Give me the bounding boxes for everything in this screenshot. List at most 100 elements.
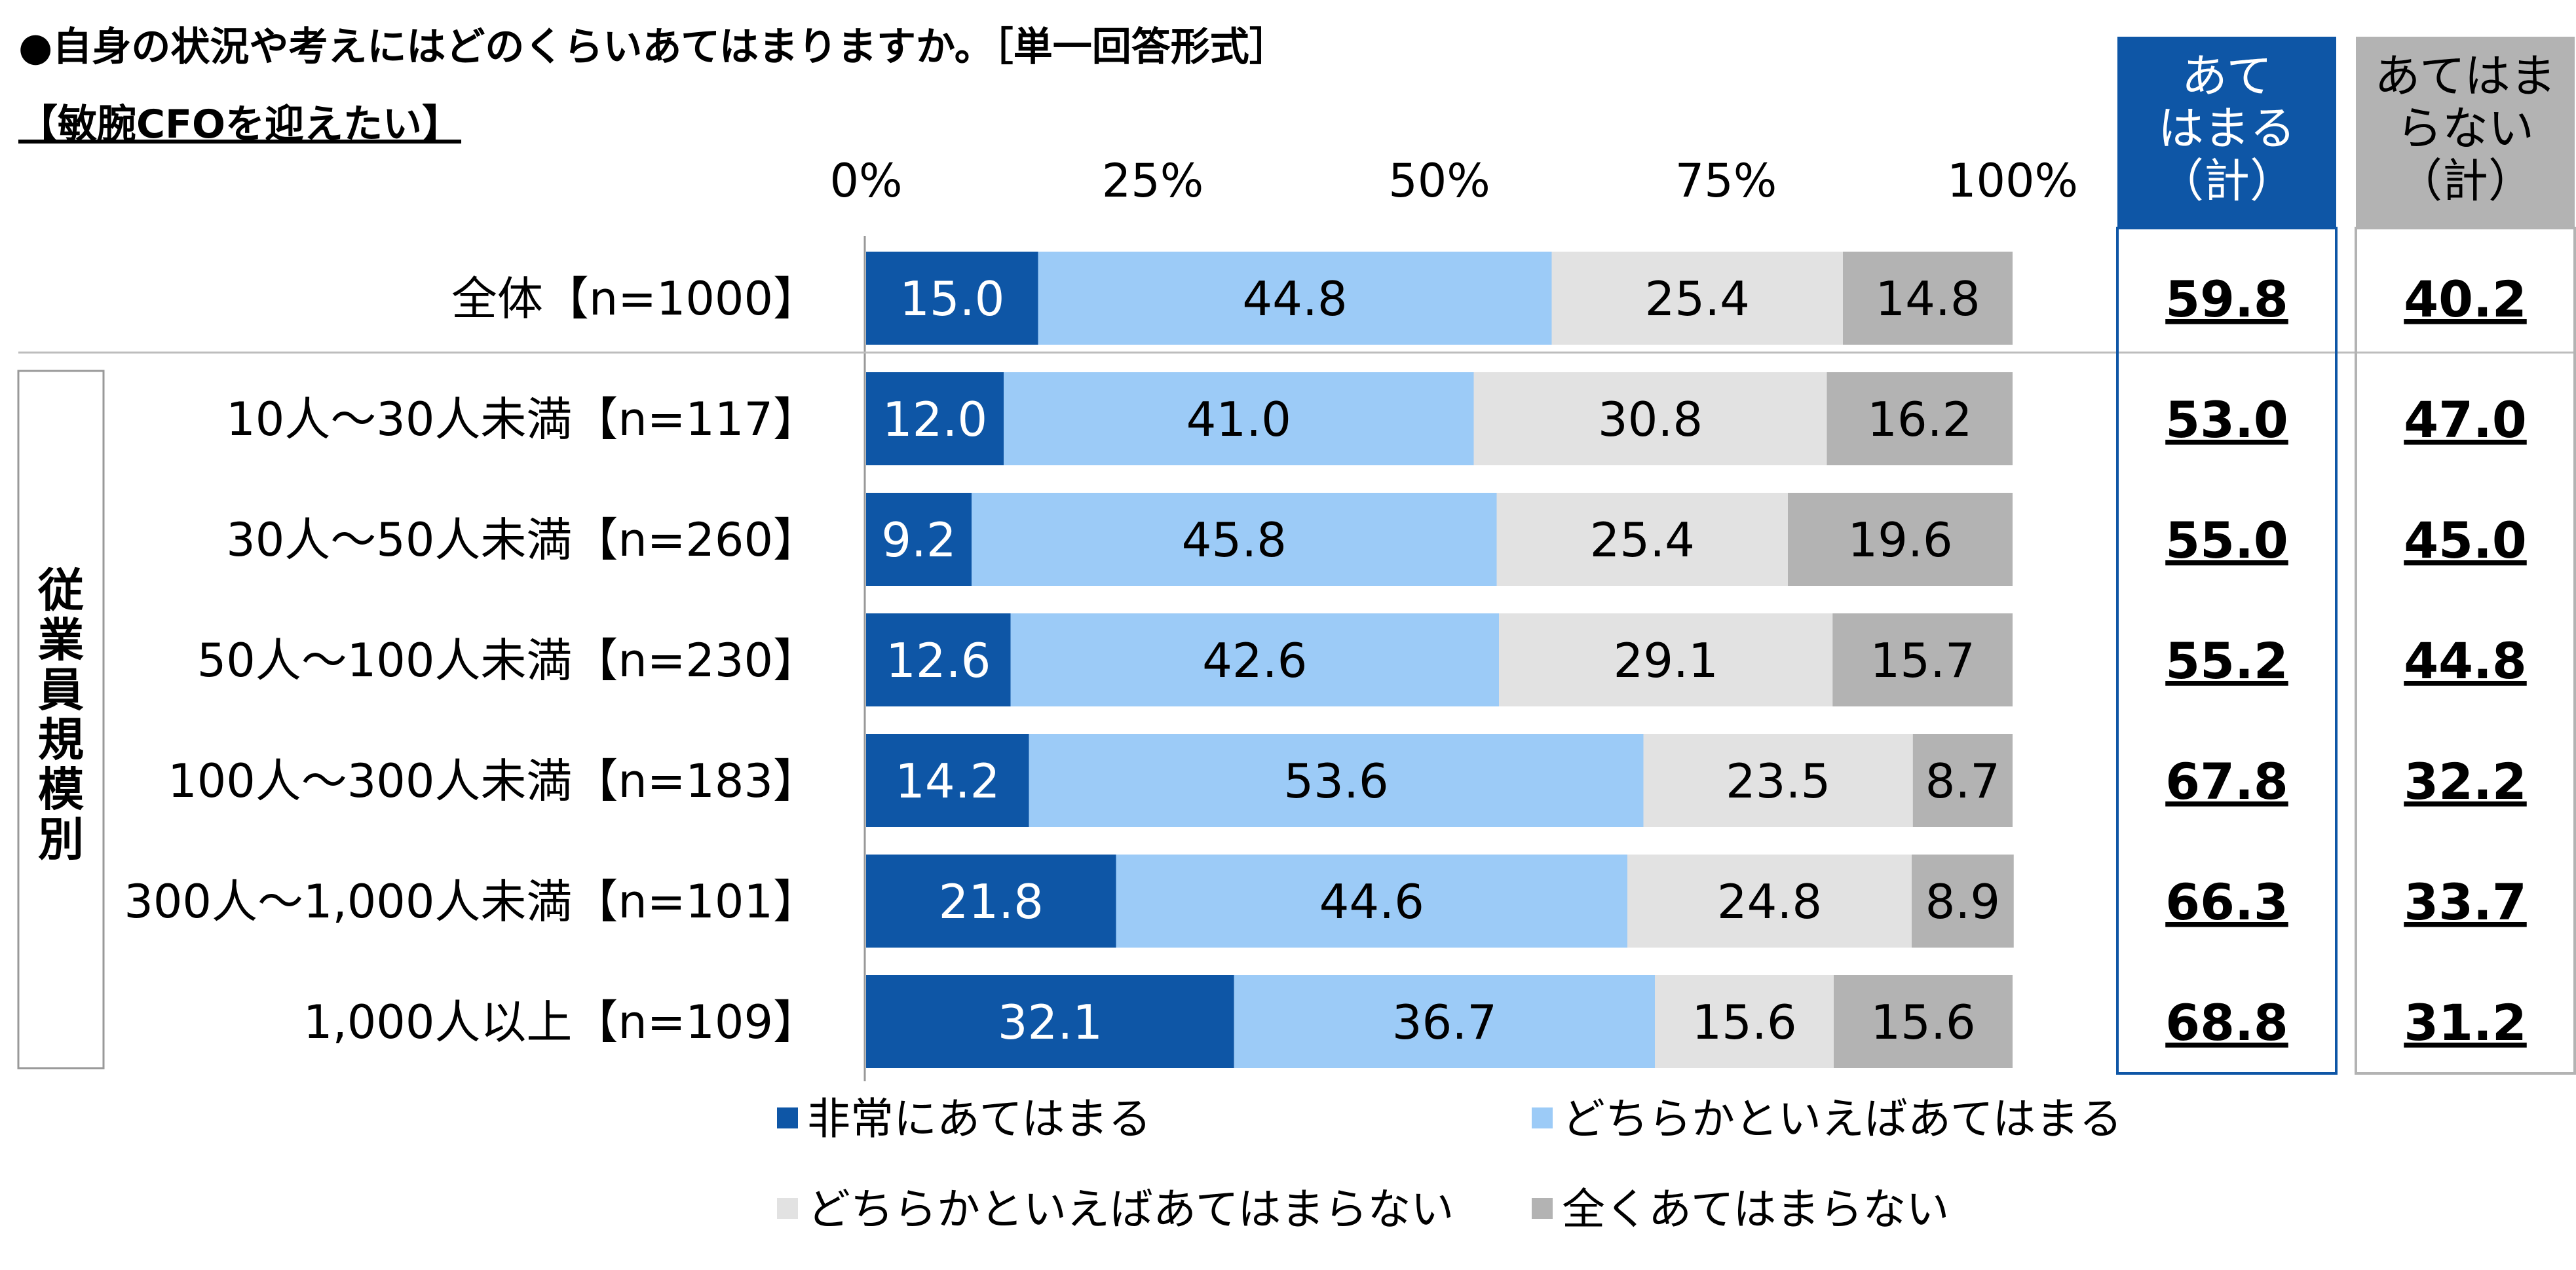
bar-segment bbox=[866, 252, 1038, 345]
bar-segment bbox=[1834, 975, 2013, 1068]
total-value: 31.2 bbox=[2404, 993, 2527, 1052]
bar-value-label: 44.8 bbox=[1242, 271, 1347, 326]
totals-header-line: あてはま bbox=[2374, 49, 2556, 103]
bar-segment bbox=[972, 493, 1497, 586]
row-label: 100人～300人未満【n=183】 bbox=[168, 754, 819, 808]
bar-segment bbox=[1496, 493, 1788, 586]
bar-value-label: 24.8 bbox=[1717, 874, 1822, 929]
bar-value-label: 25.4 bbox=[1645, 271, 1750, 326]
total-value: 45.0 bbox=[2404, 511, 2527, 569]
bar-segment bbox=[866, 493, 972, 586]
chart-title: ●自身の状況や考えにはどのくらいあてはまりますか。［単一回答形式］ bbox=[18, 24, 1289, 70]
bar-segment bbox=[1627, 855, 1912, 948]
group-label-char: 業 bbox=[38, 613, 84, 667]
bar-value-label: 8.7 bbox=[1925, 754, 2001, 809]
x-tick-label: 100% bbox=[1947, 154, 2078, 208]
bar-value-label: 15.6 bbox=[1870, 995, 1975, 1050]
bar-value-label: 41.0 bbox=[1186, 392, 1291, 447]
group-bracket-box bbox=[17, 370, 105, 1069]
bar-segment bbox=[1643, 734, 1913, 827]
bar-segment bbox=[866, 855, 1116, 948]
row-label: 300人～1,000人未満【n=101】 bbox=[124, 875, 819, 929]
group-label-char: 員 bbox=[38, 663, 84, 717]
bar-segment bbox=[1473, 372, 1827, 465]
totals-header-line: はまる bbox=[2158, 102, 2296, 155]
total-value: 33.7 bbox=[2404, 873, 2527, 931]
bar-rows: 全体【n=1000】 15.0 44.8 25.4 14.8 10人～30人未満【n=11… bbox=[124, 252, 2014, 1068]
bar-value-label: 29.1 bbox=[1613, 633, 1718, 688]
x-tick-label: 0% bbox=[829, 154, 902, 208]
legend-swatch bbox=[1532, 1198, 1553, 1219]
bar-segment bbox=[866, 734, 1029, 827]
bar-segment bbox=[1010, 613, 1499, 706]
bar-segment bbox=[1004, 372, 1474, 465]
group-label-char: 従 bbox=[37, 564, 84, 617]
totals-columns: あてはまる（計）59.853.055.055.267.866.368.8あてはま… bbox=[2116, 37, 2576, 1075]
row-label: 50人～100人未満【n=230】 bbox=[197, 634, 819, 687]
total-value: 32.2 bbox=[2404, 752, 2527, 811]
totals-column-border bbox=[2116, 227, 2338, 1075]
bar-value-label: 32.1 bbox=[998, 995, 1103, 1050]
bar-segment bbox=[1843, 252, 2013, 345]
bar-value-label: 8.9 bbox=[1925, 874, 2001, 929]
legend-label: どちらかといえばあてはまらない bbox=[807, 1184, 1454, 1235]
bar-value-label: 21.8 bbox=[939, 874, 1044, 929]
x-tick-label: 75% bbox=[1675, 154, 1777, 208]
row-label: 30人～50人未満【n=260】 bbox=[226, 513, 819, 567]
total-value: 59.8 bbox=[2165, 270, 2288, 328]
totals-column-border bbox=[2355, 227, 2576, 1075]
legend-label: どちらかといえばあてはまる bbox=[1562, 1094, 2122, 1144]
total-value: 40.2 bbox=[2404, 270, 2527, 328]
row-label: 1,000人以上【n=109】 bbox=[303, 995, 819, 1049]
total-value: 47.0 bbox=[2404, 391, 2527, 449]
legend-swatch bbox=[777, 1107, 798, 1128]
bar-segment bbox=[1029, 734, 1644, 827]
bar-segment bbox=[1827, 372, 2013, 465]
bar-segment bbox=[1234, 975, 1655, 1068]
bar-segment bbox=[1912, 855, 2014, 948]
bar-value-label: 45.8 bbox=[1182, 512, 1287, 568]
bar-segment bbox=[1655, 975, 1834, 1068]
bar-value-label: 12.0 bbox=[882, 392, 987, 447]
bar-value-label: 12.6 bbox=[886, 633, 991, 688]
bar-value-label: 14.8 bbox=[1875, 271, 1980, 326]
bar-value-label: 16.2 bbox=[1867, 392, 1972, 447]
group-label-char: 規 bbox=[38, 713, 84, 767]
bar-value-label: 23.5 bbox=[1726, 754, 1830, 809]
x-tick-label: 50% bbox=[1388, 154, 1490, 208]
legend-swatch bbox=[1532, 1107, 1553, 1128]
bar-value-label: 44.6 bbox=[1319, 874, 1424, 929]
total-value: 53.0 bbox=[2165, 391, 2288, 449]
bar-value-label: 30.8 bbox=[1598, 392, 1703, 447]
group-label-char: 模 bbox=[38, 763, 84, 817]
totals-header-line: （計） bbox=[2396, 154, 2534, 208]
bar-value-label: 15.6 bbox=[1692, 995, 1796, 1050]
bar-segment bbox=[1038, 252, 1552, 345]
bar-value-label: 9.2 bbox=[881, 512, 957, 568]
total-value: 55.0 bbox=[2165, 511, 2288, 569]
bar-segment bbox=[1788, 493, 2013, 586]
bar-value-label: 53.6 bbox=[1283, 754, 1388, 809]
x-axis-ticks: 0% 25% 50% 75% 100% bbox=[829, 154, 2078, 208]
total-value: 68.8 bbox=[2165, 993, 2288, 1052]
totals-header-bg bbox=[2356, 37, 2575, 228]
bar-value-label: 19.6 bbox=[1847, 512, 1952, 568]
group-label-char: 別 bbox=[38, 813, 84, 866]
legend-swatch bbox=[777, 1198, 798, 1219]
bar-value-label: 25.4 bbox=[1590, 512, 1695, 568]
row-label: 10人～30人未満【n=117】 bbox=[226, 393, 819, 446]
bar-value-label: 14.2 bbox=[895, 754, 1000, 809]
totals-header-line: （計） bbox=[2158, 154, 2296, 208]
bar-segment bbox=[1499, 613, 1833, 706]
legend-label: 非常にあてはまる bbox=[807, 1094, 1151, 1144]
total-value: 44.8 bbox=[2404, 632, 2527, 690]
bar-value-label: 36.7 bbox=[1392, 995, 1497, 1050]
total-value: 55.2 bbox=[2165, 632, 2288, 690]
bar-segment bbox=[1912, 734, 2013, 827]
totals-header-line: あて bbox=[2182, 49, 2273, 103]
total-value: 66.3 bbox=[2165, 873, 2288, 931]
bar-value-label: 42.6 bbox=[1202, 633, 1307, 688]
